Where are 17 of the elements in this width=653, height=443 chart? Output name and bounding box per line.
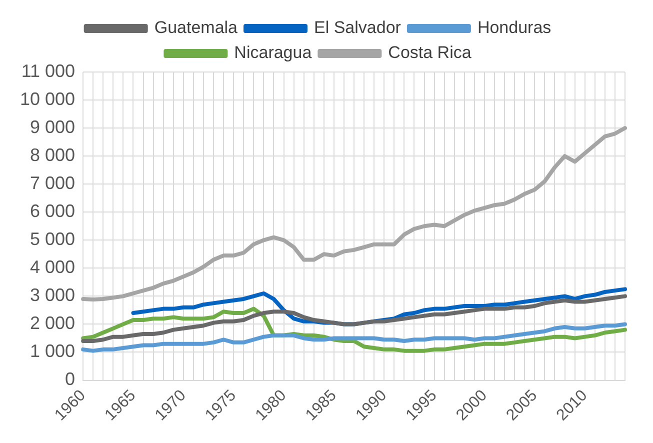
legend-label: Costa Rica	[388, 43, 472, 62]
y-tick-label: 4 000	[30, 257, 76, 278]
y-tick-label: 10 000	[20, 88, 76, 109]
y-tick-label: 8 000	[30, 145, 76, 166]
y-tick-label: 11 000	[21, 60, 76, 81]
legend-label: El Salvador	[314, 18, 402, 38]
legend-label: Nicaragua	[234, 43, 312, 62]
legend-label: Honduras	[477, 18, 552, 38]
y-tick-label: 6 000	[30, 201, 76, 222]
y-tick-label: 3 000	[30, 285, 76, 306]
y-tick-label: 9 000	[30, 117, 76, 138]
y-tick-label: 1 000	[30, 341, 76, 362]
legend-label: Guatemala	[154, 18, 238, 38]
y-tick-label: 7 000	[30, 173, 76, 194]
y-tick-label: 5 000	[30, 229, 76, 250]
y-tick-label: 0	[65, 369, 76, 390]
y-tick-label: 2 000	[30, 313, 76, 334]
